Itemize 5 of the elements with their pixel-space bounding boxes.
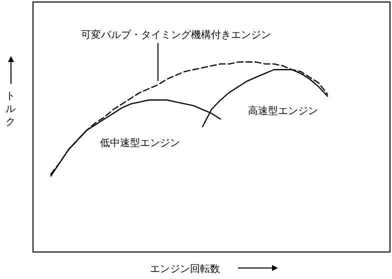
series-label: 低中速型エンジン	[100, 137, 180, 150]
x-axis-title: エンジン回転数	[150, 263, 220, 276]
text: 可変バルブ・タイミング機構付きエンジン	[80, 28, 271, 41]
series-label: 高速型エンジン	[248, 104, 318, 117]
y-axis-title: トルク	[5, 90, 16, 129]
